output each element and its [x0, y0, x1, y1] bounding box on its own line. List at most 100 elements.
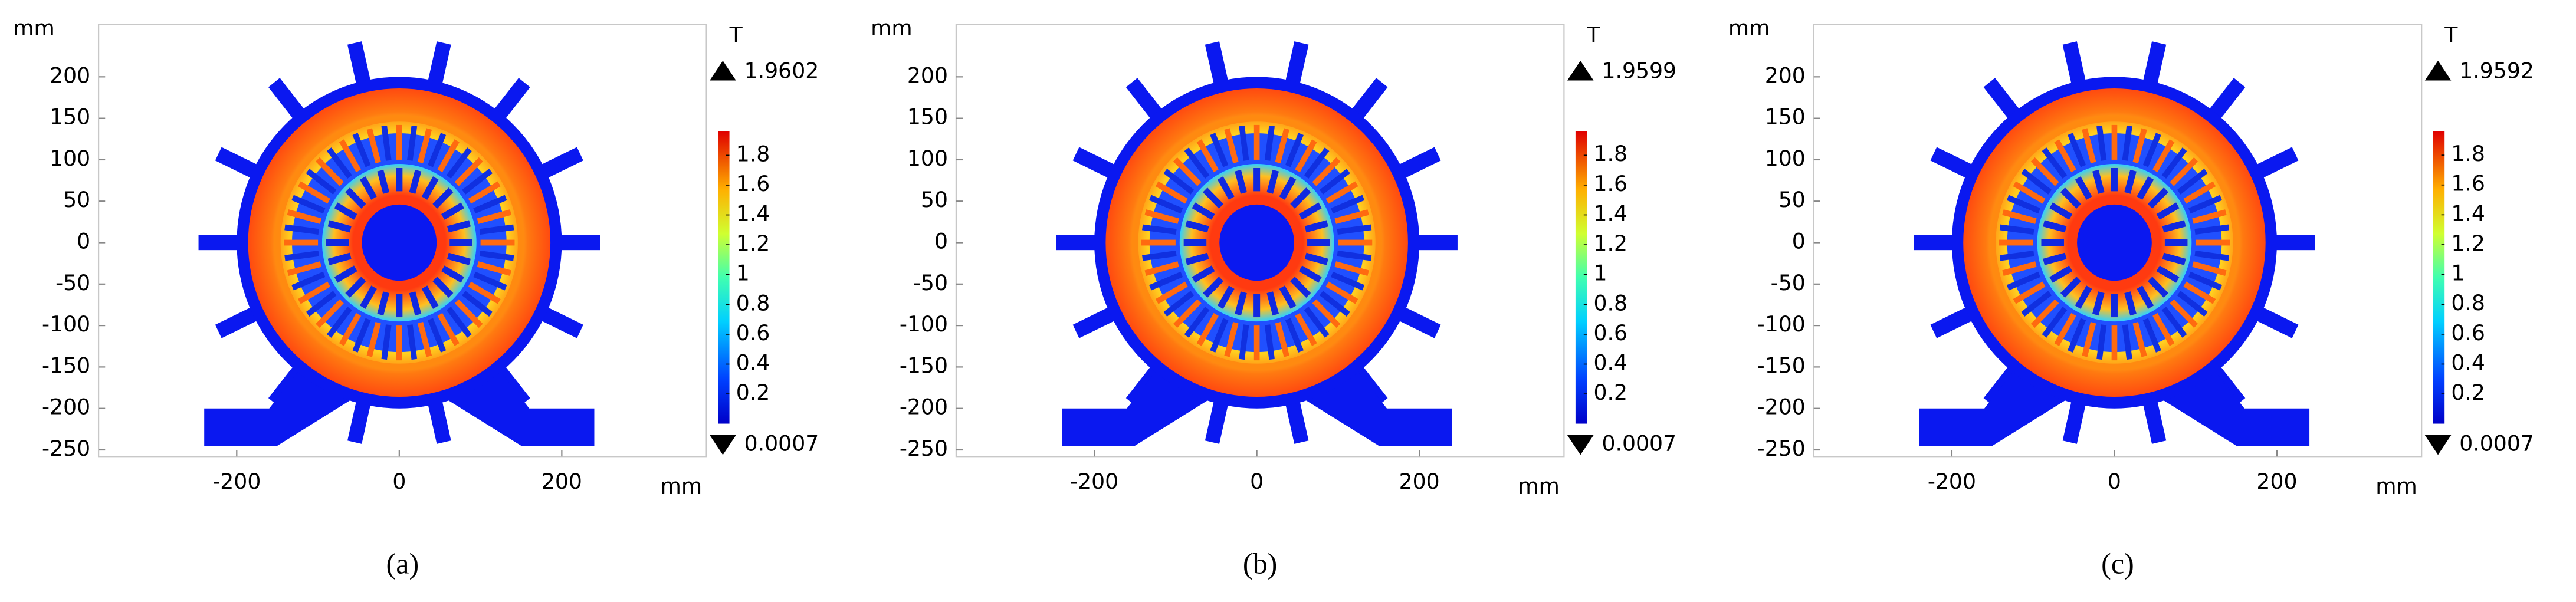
y-axis-label: mm — [1728, 15, 1770, 41]
rotor-slot — [1304, 220, 1328, 233]
colorbar-tick-label: 0.8 — [2451, 290, 2485, 315]
rotor-slot — [447, 220, 471, 233]
y-tick-label: -50 — [913, 270, 948, 295]
stator-slot — [2054, 139, 2076, 173]
y-axis-label: mm — [871, 15, 913, 41]
stator-slot — [480, 239, 515, 246]
colorbar-tick-label: 0.2 — [1594, 380, 1628, 405]
stator-slot — [1253, 325, 1260, 361]
colorbar-tick-label: 1.2 — [1594, 231, 1628, 256]
rotor-slot — [345, 187, 366, 209]
stator-slot — [306, 169, 337, 195]
max-value: 1.9602 — [744, 58, 819, 84]
y-tick-label: -200 — [1757, 394, 1806, 420]
rotor-slot — [1304, 252, 1328, 265]
y-tick-label: 200 — [907, 62, 948, 88]
stator-slot — [1144, 209, 1179, 224]
foot — [1919, 367, 2066, 446]
rotor-slot — [1266, 291, 1279, 316]
stator-slot — [1239, 125, 1249, 161]
stator-slot — [2192, 209, 2227, 224]
y-tick-label: 150 — [1765, 104, 1806, 130]
foot — [448, 367, 595, 446]
stator-slot — [1331, 271, 1365, 291]
stator-slot — [1334, 261, 1369, 276]
stator-slot — [2030, 299, 2059, 328]
panel: -250 -200 -150 -100 -50 0 50 100 150 200 -200 0 200 m… — [1728, 15, 2534, 580]
rotor-slot — [334, 265, 357, 283]
min-marker — [1567, 435, 1594, 455]
stator-slot — [396, 325, 402, 361]
rotor-slot — [2060, 277, 2081, 298]
stator-slot — [1304, 147, 1330, 179]
y-tick-label: 150 — [907, 104, 948, 130]
stator-slot — [366, 128, 381, 163]
rotor-slot — [2092, 169, 2105, 194]
stator-slot — [326, 307, 352, 338]
y-tick-label: -150 — [1757, 353, 1806, 378]
rotor-slot — [1203, 277, 1224, 298]
stator-slot — [1155, 281, 1188, 304]
stator-slot — [2192, 261, 2227, 276]
colorbar-tick-label: 1.4 — [1594, 200, 1628, 226]
panel: -250 -200 -150 -100 -50 0 50 100 150 200 -200 0 200 m… — [13, 15, 819, 580]
rotor-slot — [432, 187, 454, 209]
stator-slot — [2122, 324, 2132, 360]
caption: (a) — [386, 547, 419, 580]
max-marker — [1567, 61, 1594, 81]
stator-slot — [298, 281, 330, 304]
y-tick-label: -250 — [1757, 436, 1806, 461]
rotor-slot — [2092, 291, 2105, 316]
stator-slot — [2082, 322, 2096, 357]
stator-slot — [2111, 124, 2118, 160]
stator-slot — [287, 261, 322, 276]
rotor-slot — [2124, 169, 2137, 194]
stator-slot — [462, 169, 493, 195]
stator-slot — [284, 239, 319, 246]
stator-slot — [1144, 261, 1179, 276]
y-axis-label: mm — [13, 15, 55, 41]
stator-slot — [2132, 322, 2147, 357]
stator-slot — [2142, 318, 2161, 353]
rotor-slot — [1279, 176, 1297, 200]
y-tick-label: 0 — [934, 229, 948, 254]
stator-slot — [381, 125, 392, 161]
rotor-slot — [1192, 202, 1215, 220]
stator-slot — [2096, 324, 2107, 360]
stator-slot — [1163, 169, 1195, 195]
min-marker — [2424, 435, 2452, 455]
max-value: 1.9592 — [2459, 58, 2534, 84]
stator-slot — [1264, 125, 1275, 161]
stator-slot — [446, 307, 472, 338]
stator-slot — [1285, 133, 1304, 167]
stator-slot — [1312, 157, 1341, 186]
stator-slot — [2196, 239, 2230, 246]
stator-slot — [2177, 291, 2208, 317]
rotor-slot — [2075, 176, 2092, 200]
stator-slot — [417, 322, 432, 357]
y-tick-label: -100 — [1757, 311, 1806, 337]
stator-slot — [1239, 324, 1249, 360]
rotor-slot — [2147, 187, 2169, 209]
x-tick-label: 200 — [2256, 469, 2297, 494]
rotor-slot — [421, 285, 439, 309]
stator-slot — [284, 224, 319, 235]
stator-slot — [2132, 128, 2147, 163]
colorbar-tick-label: 1.8 — [1594, 141, 1628, 166]
rotor-slot — [409, 291, 422, 316]
stator-slot — [2194, 250, 2230, 261]
motor-field — [1914, 41, 2315, 446]
stator-slot — [2152, 139, 2175, 173]
panel: -250 -200 -150 -100 -50 0 50 100 150 200 -200 0 200 m… — [871, 15, 1676, 580]
stator-slot — [291, 271, 326, 291]
stator-slot — [2030, 157, 2059, 186]
stator-teeth-ring — [274, 115, 524, 371]
foot — [1062, 367, 1208, 446]
stator-slot — [479, 250, 514, 261]
stator-slot — [1155, 181, 1188, 204]
rotor-slot — [396, 294, 403, 318]
stator-slot — [1999, 250, 2034, 261]
x-axis-label: mm — [661, 473, 703, 499]
stator-slot — [446, 147, 472, 179]
